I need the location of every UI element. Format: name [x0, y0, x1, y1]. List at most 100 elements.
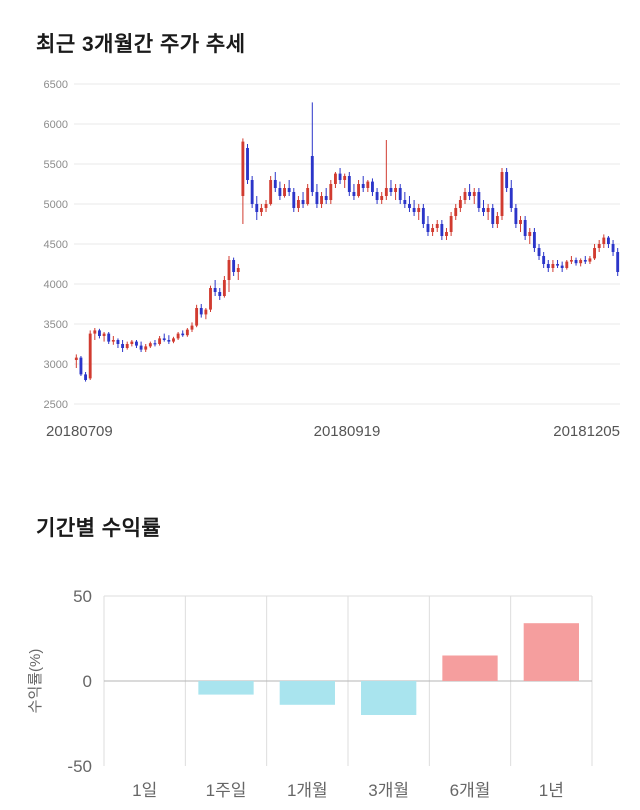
price-y-tick-label: 2500 [44, 399, 68, 411]
candle-body [320, 196, 323, 204]
candle-body [185, 329, 189, 336]
returns-y-axis-title: 수익률(%) [27, 649, 44, 714]
candle-body [412, 208, 416, 212]
candle-body [88, 333, 92, 379]
candle-body [190, 325, 194, 330]
candle-body [556, 264, 559, 266]
candle-body [278, 188, 282, 196]
price-y-tick-label: 5000 [44, 199, 68, 211]
candle-body [148, 343, 152, 347]
return-bar [279, 681, 335, 705]
price-y-tick-label: 6000 [44, 119, 68, 131]
price-chart-title: 최근 3개월간 주가 추세 [36, 33, 246, 56]
returns-chart-title: 기간별 수익률 [36, 517, 162, 540]
candle-body [218, 292, 222, 296]
candle-body [107, 333, 111, 342]
candle-body [125, 344, 129, 348]
candle-body [583, 260, 587, 262]
price-candlestick-chart: 2500 3000 3500 4000 4500 5000 5500 6000 6500 2018… [30, 74, 640, 442]
candle-body [403, 200, 407, 204]
candle-body [306, 188, 310, 204]
candle-body [421, 208, 425, 224]
return-bar [361, 681, 417, 715]
candle-body [371, 181, 374, 192]
candle-body [565, 261, 569, 268]
candle-body [222, 280, 226, 296]
candle-body [482, 208, 485, 212]
return-bar [442, 655, 498, 681]
candle-body [597, 244, 601, 248]
candle-body [514, 208, 518, 224]
candle-body [199, 308, 203, 315]
candle-body [79, 357, 83, 375]
candle-body [246, 148, 249, 180]
candle-body [519, 220, 522, 224]
candle-body [389, 188, 393, 192]
returns-y-tick-label: 50 [73, 587, 92, 606]
candle-body [93, 330, 97, 334]
candle-body [463, 192, 467, 200]
candle-body [523, 220, 527, 236]
candlestick-canvas: 2500 3000 3500 4000 4500 5000 5500 6000 6500 2018… [44, 79, 620, 440]
candle-body [574, 260, 578, 264]
candle-body [366, 181, 370, 188]
candle-body [593, 248, 596, 259]
candle-body [84, 374, 88, 380]
candle-body [505, 172, 509, 188]
candle-body [144, 346, 148, 350]
returns-y-tick-label: 0 [83, 672, 92, 691]
candle-body [250, 180, 254, 204]
candle-body [195, 308, 199, 326]
candle-body [380, 196, 384, 200]
candle-body [315, 192, 319, 204]
price-x-tick-label: 20180709 [46, 423, 113, 440]
candle-body [296, 200, 300, 208]
candle-body [324, 196, 328, 200]
candle-body [357, 184, 361, 196]
price-y-tick-label: 4500 [44, 239, 68, 251]
candle-body [528, 232, 532, 236]
candle-body [546, 264, 550, 268]
candle-body [352, 192, 356, 196]
returns-bar-chart: 50 0 -50 수익률(%) 1일 1주일 1개월 3개월 6개월 1년 [14, 582, 640, 804]
candle-body [445, 232, 448, 236]
candle-body [435, 224, 439, 228]
candle-body [135, 341, 138, 346]
candle-body [255, 204, 259, 212]
candle-body [227, 260, 231, 280]
candle-body [172, 338, 175, 342]
candle-body [361, 184, 365, 188]
price-y-tick-label: 5500 [44, 159, 68, 171]
candle-body [486, 208, 490, 212]
price-x-tick-label: 20180919 [314, 423, 381, 440]
candle-body [204, 309, 208, 315]
price-x-tick-label: 20181205 [553, 423, 620, 440]
returns-category-label: 1주일 [206, 781, 247, 800]
candle-body [269, 180, 273, 204]
candle-body [121, 344, 125, 348]
candle-body [283, 188, 286, 196]
candle-body [375, 192, 379, 200]
candle-body [139, 345, 143, 350]
price-y-tick-label: 3000 [44, 359, 68, 371]
candle-body [454, 208, 458, 216]
candle-body [602, 237, 606, 244]
candle-body [537, 248, 541, 256]
candle-body [384, 188, 388, 196]
candle-body [532, 232, 536, 248]
candle-body [449, 216, 453, 232]
candle-body [495, 216, 499, 224]
candle-body [98, 330, 101, 336]
candle-body [616, 252, 620, 272]
returns-canvas: 50 0 -50 수익률(%) 1일 1주일 1개월 3개월 6개월 1년 [27, 587, 593, 800]
candle-body [343, 176, 347, 180]
candle-body [259, 208, 263, 212]
returns-y-tick-label: -50 [67, 757, 92, 776]
candle-body [408, 204, 411, 208]
candle-body [264, 204, 268, 208]
candle-body [273, 180, 277, 188]
candle-body [292, 192, 296, 208]
candle-body [111, 340, 115, 342]
candle-body [560, 265, 564, 268]
candle-body [153, 343, 157, 345]
